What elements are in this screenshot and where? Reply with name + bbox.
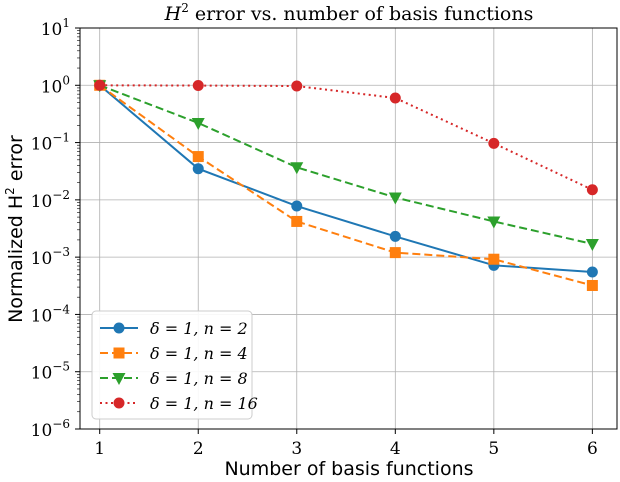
ylabel-main: Normalized H [5,195,27,323]
legend-box [91,310,253,420]
data-point [291,200,303,212]
data-point [192,151,204,163]
data-point [191,117,205,130]
data-point [388,192,402,205]
legend-marker [113,347,125,359]
series-line [99,84,593,245]
series-4 [94,79,598,196]
data-point [586,184,598,196]
y-axis-label: Normalized H2 error [3,135,27,323]
y-tick-label: 100 [41,73,70,97]
legend-marker [113,397,125,409]
legend-marker [113,322,125,334]
series-line [99,84,593,274]
legend-label: δ = 1, n = 2 [150,319,248,338]
legend-marker [112,373,126,385]
y-tick-label: 10−1 [31,131,70,155]
chart-title: H2 error vs. number of basis functions [164,1,534,25]
legend-label: δ = 1, n = 8 [150,369,248,388]
y-tick-label: 10−3 [31,245,70,269]
data-point [192,80,204,92]
series-layer [93,79,599,291]
ylabel-sup: 2 [3,187,17,195]
axis-ticks: 1 2 3 4 5 6 101 100 10−1 10−2 10−3 10−4 10−5 10−6 [31,16,598,459]
x-tick-label: 2 [193,439,204,459]
data-point [291,80,303,92]
data-point [94,79,106,91]
legend: δ = 1, n = 2 δ = 1, n = 4 δ = 1, n = 8 δ = … [91,310,258,420]
x-tick-label: 3 [291,439,302,459]
y-tick-label: 10−4 [31,302,71,326]
title-rest: error vs. number of basis functions [189,3,534,25]
data-point [389,247,401,259]
plot-frame [79,27,618,430]
data-point [488,253,500,265]
data-point [389,230,401,242]
title-main: H [164,3,182,25]
data-point [488,137,500,149]
title-sup: 2 [181,1,189,15]
data-point [291,215,303,227]
data-point [586,279,598,291]
data-point [585,238,599,251]
legend-label: δ = 1, n = 4 [150,344,248,363]
x-tick-label: 4 [390,439,401,459]
series-line [99,84,593,287]
y-tick-label: 10−2 [31,188,70,212]
y-tick-label: 101 [41,16,70,40]
data-point [586,266,598,278]
x-tick-label: 6 [587,439,598,459]
x-tick-label: 5 [488,439,499,459]
data-point [389,92,401,104]
y-tick-label: 10−6 [31,417,70,441]
ylabel-rest: error [5,135,27,187]
legend-label: δ = 1, n = 16 [150,394,258,413]
data-point [487,216,501,229]
x-tick-label: 1 [94,439,105,459]
data-point [192,163,204,175]
y-tick-label: 10−5 [31,360,70,384]
data-point [290,162,304,175]
x-axis-label: Number of basis functions [224,458,473,480]
